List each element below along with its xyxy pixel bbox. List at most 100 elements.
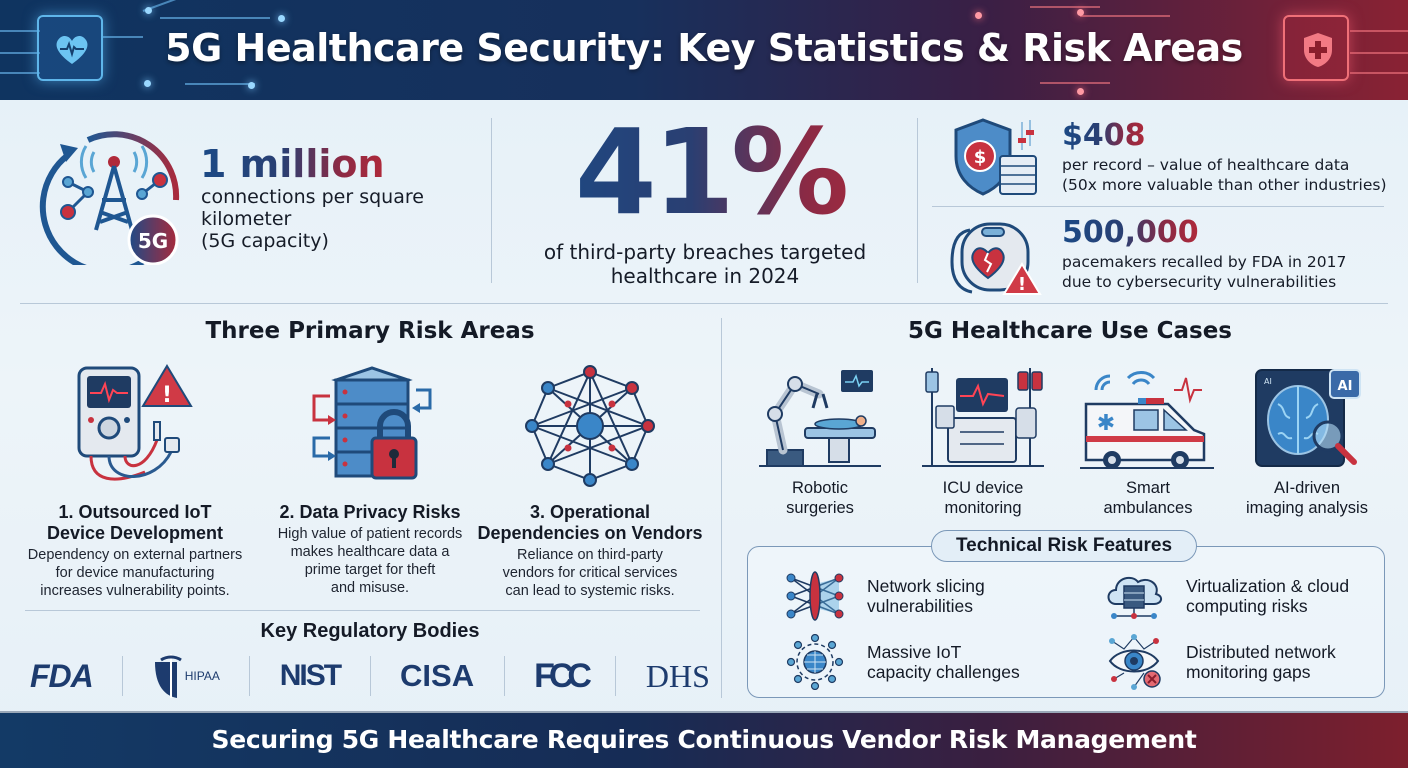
risk-description: Dependency on external partners for devic… xyxy=(27,547,243,599)
fcc-logo: FCC xyxy=(534,656,592,695)
use-case-label: Robotic surgeries xyxy=(786,479,854,517)
section-divider xyxy=(20,303,1388,304)
caduceus-icon xyxy=(154,654,182,698)
footer-banner: Securing 5G Healthcare Requires Continuo… xyxy=(0,711,1408,768)
use-case-label: AI-driven imaging analysis xyxy=(1246,479,1368,517)
hipaa-logo: HIPAA xyxy=(153,652,220,700)
divider xyxy=(491,118,492,283)
svg-text:✱: ✱ xyxy=(1097,411,1115,436)
circuit-node xyxy=(1077,9,1084,16)
tech-risk-label: Distributed network monitoring gaps xyxy=(1186,642,1336,682)
divider xyxy=(615,656,617,696)
tech-risk-label: Network slicing vulnerabilities xyxy=(867,576,985,616)
iot-device-warning-icon: ! xyxy=(77,364,193,481)
circuit-line xyxy=(0,52,40,54)
robotic-arm-icon xyxy=(759,370,881,467)
stat-description: connections per square kilometer (5G cap… xyxy=(201,186,424,252)
risk-title: 1. Outsourced IoT Device Development xyxy=(46,502,224,543)
circuit-line xyxy=(103,36,143,38)
stat-description: of third-party breaches targeted healthc… xyxy=(543,240,867,288)
technical-risks-panel xyxy=(747,546,1385,698)
shield-cross-chip-icon xyxy=(1283,15,1349,81)
divider xyxy=(932,206,1384,207)
tech-risk-label: Massive IoT capacity challenges xyxy=(867,642,1020,682)
circuit-line xyxy=(1030,6,1100,8)
risk-areas-title: Three Primary Risk Areas xyxy=(205,318,535,344)
heart-pulse-chip-icon xyxy=(37,15,103,81)
use-case-label: Smart ambulances xyxy=(1103,479,1193,517)
stat-value: 500,000 xyxy=(1062,215,1199,250)
server-lock-icon xyxy=(312,366,432,480)
risk-title: 3. Operational Dependencies on Vendors xyxy=(477,502,703,543)
circuit-line xyxy=(160,17,270,19)
regulatory-logos: FDA HIPAA NIST CISA FCC DHS xyxy=(30,652,710,700)
circuit-line xyxy=(1040,82,1110,84)
cloud-server-icon xyxy=(1107,576,1162,619)
pacemaker-broken-heart-icon: ! xyxy=(950,222,1042,295)
risk-description: High value of patient records makes healt… xyxy=(277,526,463,596)
technical-risks-title: Technical Risk Features xyxy=(931,530,1197,562)
footer-message: Securing 5G Healthcare Requires Continuo… xyxy=(211,725,1197,754)
network-slice-icon xyxy=(786,571,844,621)
circuit-line xyxy=(142,0,210,12)
stat-value: $408 xyxy=(1062,118,1146,153)
circuit-line xyxy=(1350,72,1408,74)
circuit-node xyxy=(248,82,255,89)
tech-risk-monitoring-gaps: Distributed network monitoring gaps xyxy=(1104,632,1336,692)
cisa-logo: CISA xyxy=(400,658,475,693)
tech-risk-massive-iot: Massive IoT capacity challenges xyxy=(785,632,1020,692)
svg-text:!: ! xyxy=(162,383,172,408)
divider xyxy=(503,656,505,696)
svg-text:AI: AI xyxy=(1338,379,1353,394)
page-title: 5G Healthcare Security: Key Statistics &… xyxy=(165,26,1243,70)
use-case-robotic-surgery: Robotic surgeries xyxy=(745,362,895,518)
icu-monitor-icon xyxy=(922,368,1044,467)
divider xyxy=(369,656,371,696)
network-mesh-icon xyxy=(525,365,655,487)
stat-description: pacemakers recalled by FDA in 2017 due t… xyxy=(1062,253,1347,291)
circuit-line xyxy=(0,30,40,32)
stat-value: 41% xyxy=(520,108,900,236)
risk-card-iot: ! 1. Outsourced IoT Device Development De… xyxy=(20,360,250,600)
tech-risk-label: Virtualization & cloud computing risks xyxy=(1186,576,1350,616)
eye-network-x-icon xyxy=(1108,634,1161,690)
ai-brain-scan-icon: AI AI xyxy=(1255,369,1361,467)
circuit-line xyxy=(0,72,40,74)
use-case-label: ICU device monitoring xyxy=(942,479,1024,517)
stat-value: 1 million xyxy=(200,142,385,186)
stat-description: per record – value of healthcare data (5… xyxy=(1062,156,1387,194)
risk-description: Reliance on third-party vendors for criti… xyxy=(502,547,678,599)
circuit-line xyxy=(1350,52,1408,54)
use-case-icu-monitoring: ICU device monitoring xyxy=(908,362,1058,518)
dhs-logo: DHS xyxy=(645,657,710,694)
circuit-line xyxy=(1080,15,1170,17)
tech-risk-network-slicing: Network slicing vulnerabilities xyxy=(785,566,985,626)
section-divider xyxy=(721,318,722,698)
divider xyxy=(917,118,918,283)
header-banner: 5G Healthcare Security: Key Statistics &… xyxy=(0,0,1408,100)
circuit-node xyxy=(145,7,152,14)
use-case-smart-ambulances: ✱ Smart ambulances xyxy=(1073,362,1223,518)
risk-title: 2. Data Privacy Risks xyxy=(279,502,461,522)
divider xyxy=(122,656,124,696)
svg-text:!: ! xyxy=(1018,274,1026,295)
tech-risk-virtualization: Virtualization & cloud computing risks xyxy=(1104,566,1349,626)
divider xyxy=(25,610,700,611)
svg-text:5G: 5G xyxy=(138,229,168,253)
fda-logo: FDA xyxy=(30,657,94,694)
shield-dollar-server-icon: $ xyxy=(954,118,1037,196)
circuit-node xyxy=(278,15,285,22)
risk-card-vendor-dependencies: 3. Operational Dependencies on Vendors Re… xyxy=(475,360,705,600)
iot-globe-icon xyxy=(786,634,844,690)
svg-text:$: $ xyxy=(974,147,987,168)
5g-tower-icon: 5G xyxy=(39,131,180,265)
use-case-ai-imaging: AI AI AI-driven imaging analysis xyxy=(1232,362,1382,518)
circuit-node xyxy=(975,12,982,19)
circuit-node xyxy=(1077,88,1084,95)
circuit-line xyxy=(1350,30,1408,32)
circuit-node xyxy=(144,80,151,87)
key-stats-section: 5G 1 million connections per square kilo… xyxy=(0,100,1408,305)
circuit-line xyxy=(185,83,255,85)
regulatory-title: Key Regulatory Bodies xyxy=(260,620,480,642)
use-cases-title: 5G Healthcare Use Cases xyxy=(908,318,1232,344)
